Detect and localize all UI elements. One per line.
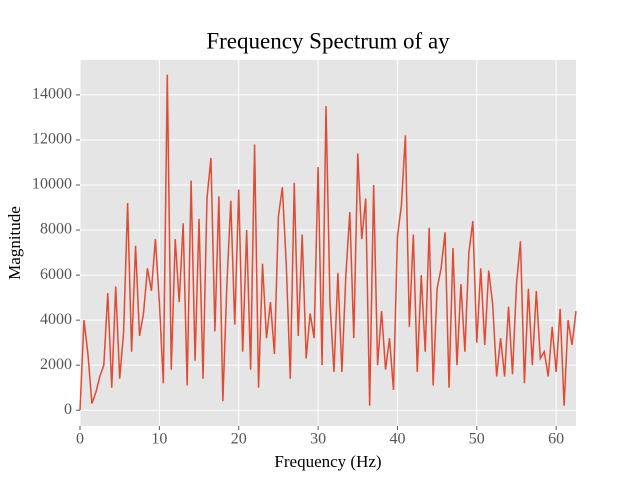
x-tick-label: 50 (469, 431, 485, 448)
y-tick-label: 2000 (40, 356, 72, 373)
y-axis-label: Magnitude (5, 206, 24, 280)
y-tick-label: 12000 (32, 131, 72, 148)
x-tick-label: 20 (231, 431, 247, 448)
x-axis-label: Frequency (Hz) (274, 452, 381, 471)
y-tick-label: 14000 (32, 86, 72, 103)
y-tick-label: 0 (64, 401, 72, 418)
chart-title: Frequency Spectrum of ay (206, 28, 450, 53)
line-series (79, 74, 577, 411)
y-tick-label: 6000 (40, 266, 72, 283)
y-tick-label: 4000 (40, 311, 72, 328)
y-tick-label: 10000 (32, 176, 72, 193)
x-tick-label: 30 (310, 431, 326, 448)
x-tick-label: 10 (151, 431, 167, 448)
x-tick-label: 40 (389, 431, 405, 448)
x-tick-label: 60 (548, 431, 564, 448)
y-tick-label: 8000 (40, 221, 72, 238)
x-tick-label: 0 (76, 431, 84, 448)
